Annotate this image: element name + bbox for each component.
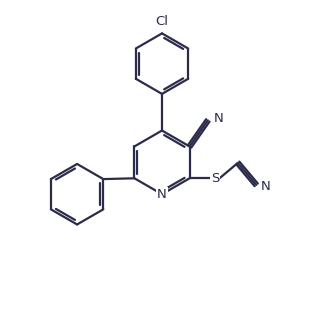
Text: N: N xyxy=(157,188,167,201)
Text: N: N xyxy=(261,180,271,193)
Text: N: N xyxy=(214,112,223,125)
Text: Cl: Cl xyxy=(156,15,168,28)
Text: S: S xyxy=(211,172,219,185)
